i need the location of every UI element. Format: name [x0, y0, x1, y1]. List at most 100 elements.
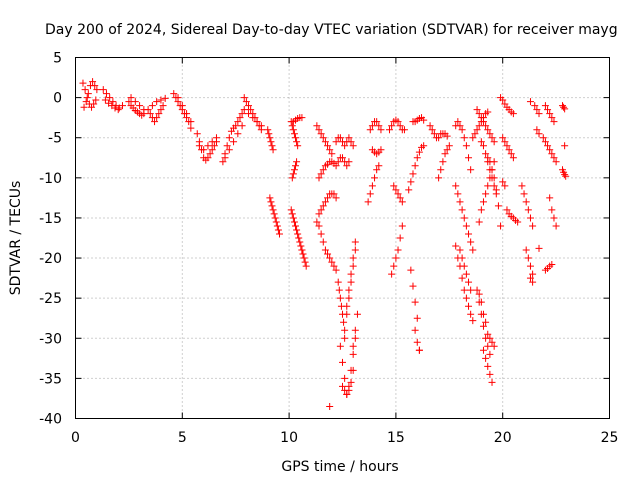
data-point: [548, 114, 556, 122]
data-point: [266, 194, 274, 202]
data-point: [319, 202, 327, 210]
series-a76: [559, 102, 569, 113]
data-point: [529, 222, 537, 230]
data-point: [212, 134, 220, 142]
data-point: [462, 270, 470, 278]
data-point: [486, 130, 494, 138]
data-point: [394, 190, 402, 198]
data-point: [315, 174, 323, 182]
data-point: [206, 150, 214, 158]
y-tick-label: -40: [39, 412, 62, 428]
data-point: [548, 150, 556, 158]
data-point: [479, 118, 487, 126]
data-point: [351, 334, 359, 342]
data-point: [148, 102, 156, 110]
data-point: [347, 270, 355, 278]
series-a23: [298, 246, 310, 270]
data-point: [396, 234, 404, 242]
data-point: [398, 198, 406, 206]
data-point: [264, 126, 272, 134]
series-a27: [315, 158, 338, 182]
data-point: [522, 246, 530, 254]
data-point: [531, 102, 539, 110]
data-point: [240, 94, 248, 102]
y-tick-label: 5: [53, 51, 62, 67]
y-tick-label: -25: [39, 291, 62, 307]
data-point: [364, 198, 372, 206]
chart-title: Day 200 of 2024, Sidereal Day-to-day VTE…: [45, 22, 618, 38]
data-point: [118, 102, 126, 110]
data-point: [533, 106, 541, 114]
data-point: [479, 142, 487, 150]
data-point: [339, 154, 346, 162]
data-point: [488, 166, 496, 174]
data-point: [413, 154, 421, 162]
data-point: [443, 146, 451, 154]
data-point: [482, 318, 490, 326]
data-point: [289, 214, 297, 222]
data-point: [377, 126, 385, 134]
data-point: [405, 186, 413, 194]
data-point: [560, 103, 568, 111]
data-point: [452, 182, 460, 190]
data-point: [99, 86, 107, 94]
data-point: [484, 182, 492, 190]
data-point: [390, 262, 398, 270]
data-point: [546, 110, 554, 118]
data-point: [114, 106, 122, 114]
data-point: [503, 142, 511, 150]
data-point: [371, 174, 379, 182]
data-point: [368, 182, 376, 190]
series-a57: [475, 290, 498, 350]
data-point: [482, 122, 490, 130]
data-point: [238, 110, 246, 118]
series-a49: [452, 118, 475, 174]
data-point: [479, 198, 487, 206]
data-point: [91, 82, 99, 90]
data-point: [561, 142, 569, 150]
data-point: [208, 146, 216, 154]
data-point: [561, 171, 569, 179]
data-point: [411, 298, 419, 306]
data-point: [349, 254, 357, 262]
data-point: [157, 106, 165, 114]
data-point: [238, 122, 246, 130]
data-point: [334, 158, 342, 166]
data-point: [293, 158, 301, 166]
data-point: [413, 338, 421, 346]
data-point: [210, 142, 218, 150]
data-point: [439, 158, 447, 166]
data-point: [535, 244, 543, 252]
data-point: [486, 158, 494, 166]
x-tick-labels: 0 5 10 15 20 25: [71, 430, 618, 446]
series-a56: [473, 286, 494, 358]
data-point: [349, 350, 357, 358]
series-a69: [531, 102, 543, 118]
data-point: [89, 78, 97, 86]
data-point: [334, 278, 342, 286]
data-point: [84, 90, 92, 98]
series-a29: [332, 134, 357, 150]
y-tick-label: 0: [53, 91, 62, 107]
data-point: [111, 104, 119, 112]
series-a64: [503, 206, 522, 226]
series-a52: [456, 246, 475, 294]
data-point: [366, 126, 374, 134]
data-point: [467, 238, 475, 246]
series-a65: [518, 182, 537, 230]
series-a75: [541, 260, 556, 274]
series-a8: [148, 94, 169, 110]
series-a46: [409, 114, 428, 126]
data-point: [533, 126, 541, 134]
data-point: [426, 122, 434, 130]
data-point: [288, 210, 296, 218]
data-point: [127, 94, 135, 102]
series-a62: [499, 134, 517, 162]
data-point: [234, 118, 242, 126]
data-point: [82, 98, 90, 106]
series-a61: [497, 94, 517, 118]
data-point: [269, 206, 277, 214]
data-point: [479, 310, 487, 318]
data-point: [411, 162, 419, 170]
